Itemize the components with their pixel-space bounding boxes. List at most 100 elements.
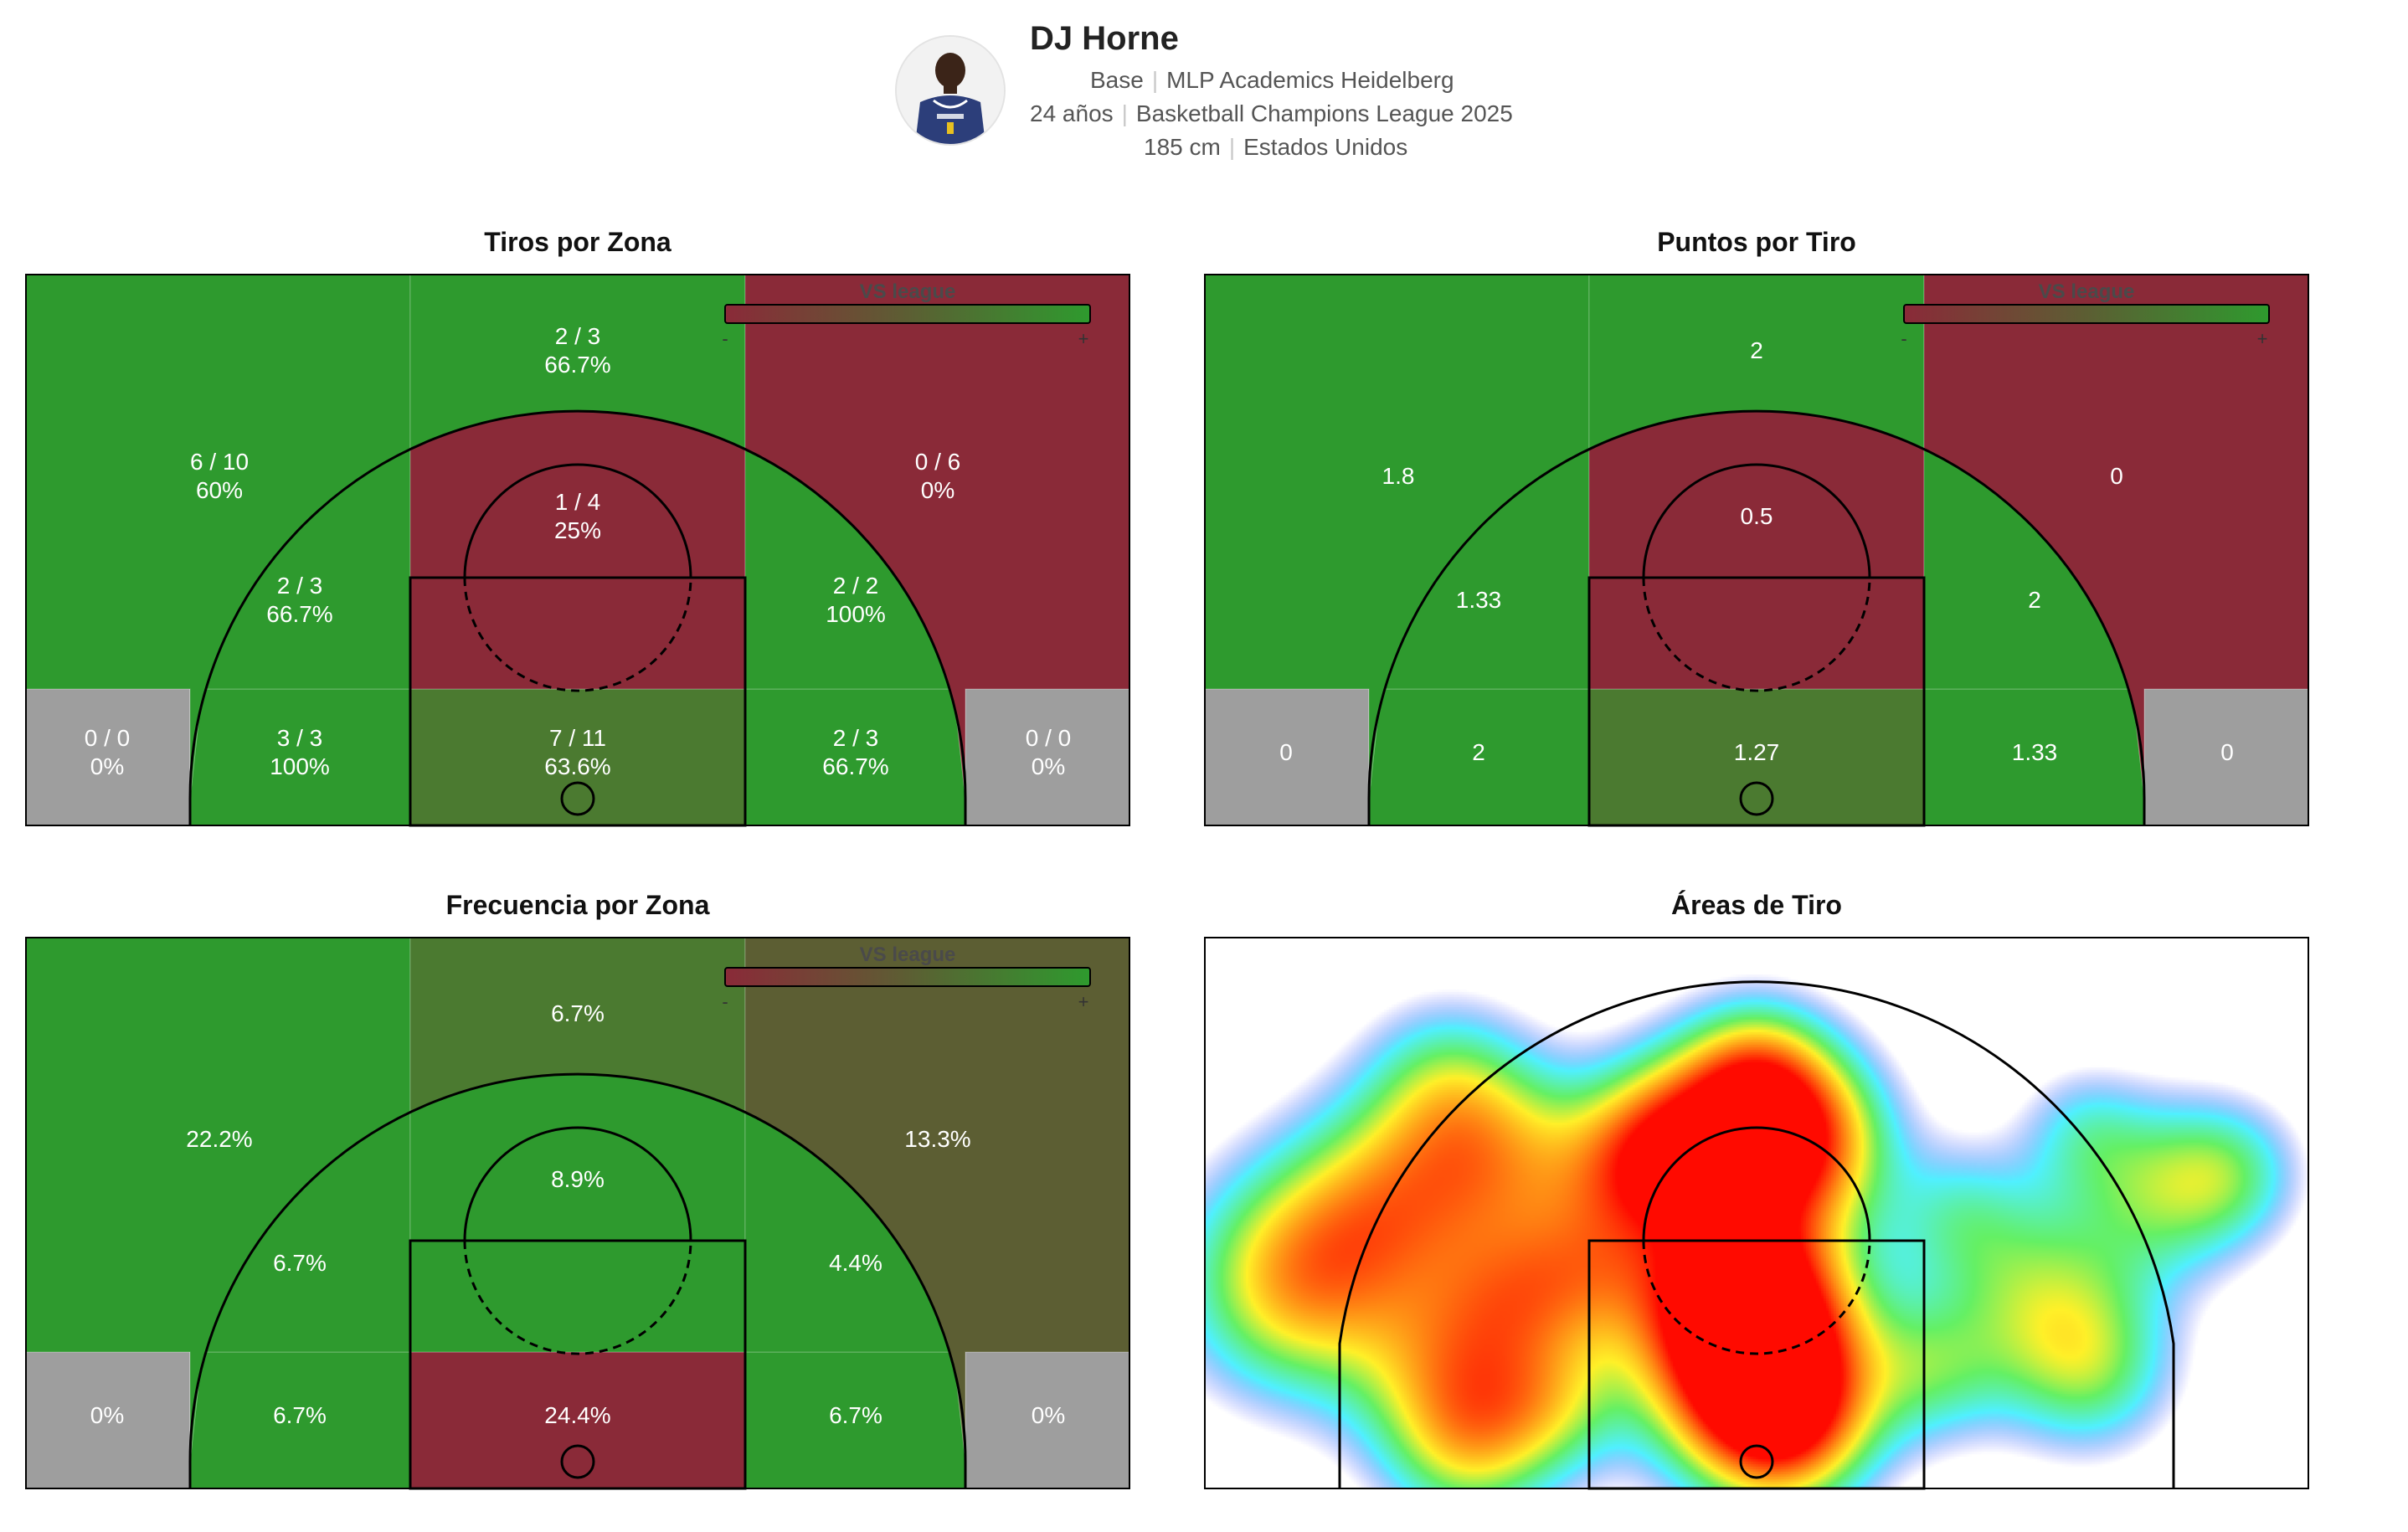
zone-label-corner-right: 0%	[1032, 1402, 1065, 1428]
zone-label-three-left: 6 / 10	[190, 449, 249, 475]
zone-label-mid-left: 6.7%	[273, 1250, 327, 1276]
three-point-line	[1338, 980, 2175, 1488]
three-point-line	[1367, 409, 2146, 825]
info-separator: |	[1121, 100, 1128, 126]
shot-density-layer	[1204, 938, 2309, 1488]
zone-label-three-left: 60%	[196, 477, 243, 503]
zone-label-corner-left: 0%	[90, 1402, 124, 1428]
free-throw-circle	[1642, 1126, 1871, 1242]
legend-label: VS league	[860, 280, 956, 303]
player-info-line-2: 24 años | Basketball Champions League 2025	[1030, 100, 1513, 127]
zone-mid-center	[409, 410, 746, 690]
player-country: Estados Unidos	[1243, 134, 1408, 160]
zone-mid-center	[409, 1073, 746, 1353]
zone-label-corner-right: 0 / 0	[1026, 725, 1071, 751]
zone-label-baseline-right: 66.7%	[822, 753, 888, 779]
zone-label-mid-left: 1.33	[1456, 587, 1502, 613]
player-age: 24 años	[1030, 100, 1114, 126]
player-name: DJ Horne	[1030, 20, 1179, 57]
zone-label-corner-left: 0 / 0	[85, 725, 130, 751]
zone-label-three-left: 22.2%	[186, 1126, 252, 1152]
zone-label-mid-center: 25%	[554, 517, 601, 543]
zone-label-three-center: 2	[1750, 337, 1763, 363]
zone-label-three-center: 2 / 3	[555, 323, 600, 349]
zone-label-paint: 7 / 11	[549, 725, 606, 751]
legend-minus: -	[1901, 328, 1906, 349]
zone-chart-svg: Puntos por Tiro 0 2 1.27 1.33 0 1.33 0.5 2 1.8 2 0 V…	[1204, 227, 2309, 827]
zone-label-paint: 24.4%	[544, 1402, 610, 1428]
zone-label-three-center: 66.7%	[544, 352, 610, 378]
zone-label-baseline-right: 2 / 3	[833, 725, 878, 751]
player-photo-icon	[897, 37, 1004, 144]
player-avatar	[895, 35, 1006, 146]
zone-label-three-right: 0%	[921, 477, 954, 503]
zone-label-mid-right: 2	[2028, 587, 2041, 613]
zone-chart-svg: Frecuencia por Zona 0% 6.7% 24.4% 6.7% 0% 6.7%…	[25, 890, 1130, 1490]
chart-title: Puntos por Tiro	[1657, 227, 1856, 257]
rim-icon	[560, 1444, 595, 1479]
free-throw-circle-dashed	[1642, 577, 1871, 692]
zone-labels: 0% 6.7% 24.4% 6.7% 0% 6.7% 8.9% 4.4% 22.2% 6.7% 13…	[90, 1000, 1065, 1428]
chart-areas-de-tiro: Áreas de Tiro	[1204, 879, 2309, 1532]
zone-label-three-left: 1.8	[1382, 463, 1415, 489]
zone-label-corner-right: 0	[2220, 739, 2234, 765]
player-header: DJ Horne Base | MLP Academics Heidelberg 2…	[0, 0, 2408, 184]
zone-label-paint: 1.27	[1734, 739, 1780, 765]
legend-minus: -	[722, 991, 728, 1012]
player-info-line-1: Base | MLP Academics Heidelberg	[1090, 67, 1454, 94]
zone-label-baseline-right: 6.7%	[829, 1402, 882, 1428]
zones	[1204, 274, 2309, 826]
zone-label-paint: 63.6%	[544, 753, 610, 779]
info-separator: |	[1228, 134, 1236, 160]
zone-labels: 0 2 1.27 1.33 0 1.33 0.5 2 1.8 2 0	[1279, 337, 2234, 765]
court-border	[25, 274, 1130, 826]
free-throw-circle-dashed	[463, 577, 692, 692]
zone-label-corner-left: 0%	[90, 753, 124, 779]
zone-label-mid-left: 66.7%	[266, 601, 332, 627]
zone-label-mid-center: 1 / 4	[555, 489, 600, 515]
free-throw-circle-dashed	[1642, 1240, 1871, 1355]
zone-label-baseline-left: 3 / 3	[277, 725, 322, 751]
free-throw-circle	[1642, 463, 1871, 578]
legend-minus: -	[722, 328, 728, 349]
zone-label-corner-right: 0%	[1032, 753, 1065, 779]
zone-label-three-right: 0	[2110, 463, 2123, 489]
free-throw-circle	[463, 1126, 692, 1242]
rim-icon	[560, 781, 595, 816]
legend-gradient-bar	[724, 967, 1091, 987]
zone-label-baseline-left: 2	[1472, 739, 1485, 765]
player-height: 185 cm	[1144, 134, 1221, 160]
free-throw-circle-dashed	[463, 1240, 692, 1355]
chart-tiros-por-zona: Tiros por Zona 0 / 0 0% 3 / 3 100% 7 / 11 63.6…	[25, 216, 1130, 869]
zone-label-mid-right: 2 / 2	[833, 573, 878, 599]
chart-title: Tiros por Zona	[484, 227, 671, 257]
vs-league-legend: VS league - +	[722, 943, 1091, 1012]
zone-label-three-right: 13.3%	[904, 1126, 970, 1152]
legend-label: VS league	[2039, 280, 2135, 303]
three-point-line	[188, 409, 967, 825]
zone-label-mid-center: 8.9%	[551, 1166, 605, 1192]
zone-label-baseline-left: 100%	[270, 753, 330, 779]
zone-label-baseline-left: 6.7%	[273, 1402, 327, 1428]
rim-icon	[1739, 1444, 1774, 1479]
zone-label-mid-left: 2 / 3	[277, 573, 322, 599]
zone-mid-center	[1588, 410, 1925, 690]
zones	[25, 274, 1130, 826]
vs-league-legend: VS league - +	[1901, 280, 2270, 349]
zones	[25, 937, 1130, 1489]
legend-label: VS league	[860, 943, 956, 966]
info-separator: |	[1151, 67, 1159, 93]
three-point-line	[188, 1072, 967, 1488]
zone-label-three-right: 0 / 6	[915, 449, 960, 475]
zone-label-mid-right: 100%	[826, 601, 886, 627]
legend-plus: +	[2257, 328, 2268, 349]
chart-puntos-por-tiro: Puntos por Tiro 0 2 1.27 1.33 0 1.33 0.5 2 1.8 2 0 V…	[1204, 216, 2309, 869]
vs-league-legend: VS league - +	[722, 280, 1091, 349]
court-border	[1204, 937, 2309, 1489]
zone-label-mid-right: 4.4%	[829, 1250, 882, 1276]
zone-label-three-center: 6.7%	[551, 1000, 605, 1026]
court-border	[25, 937, 1130, 1489]
free-throw-circle	[463, 463, 692, 578]
